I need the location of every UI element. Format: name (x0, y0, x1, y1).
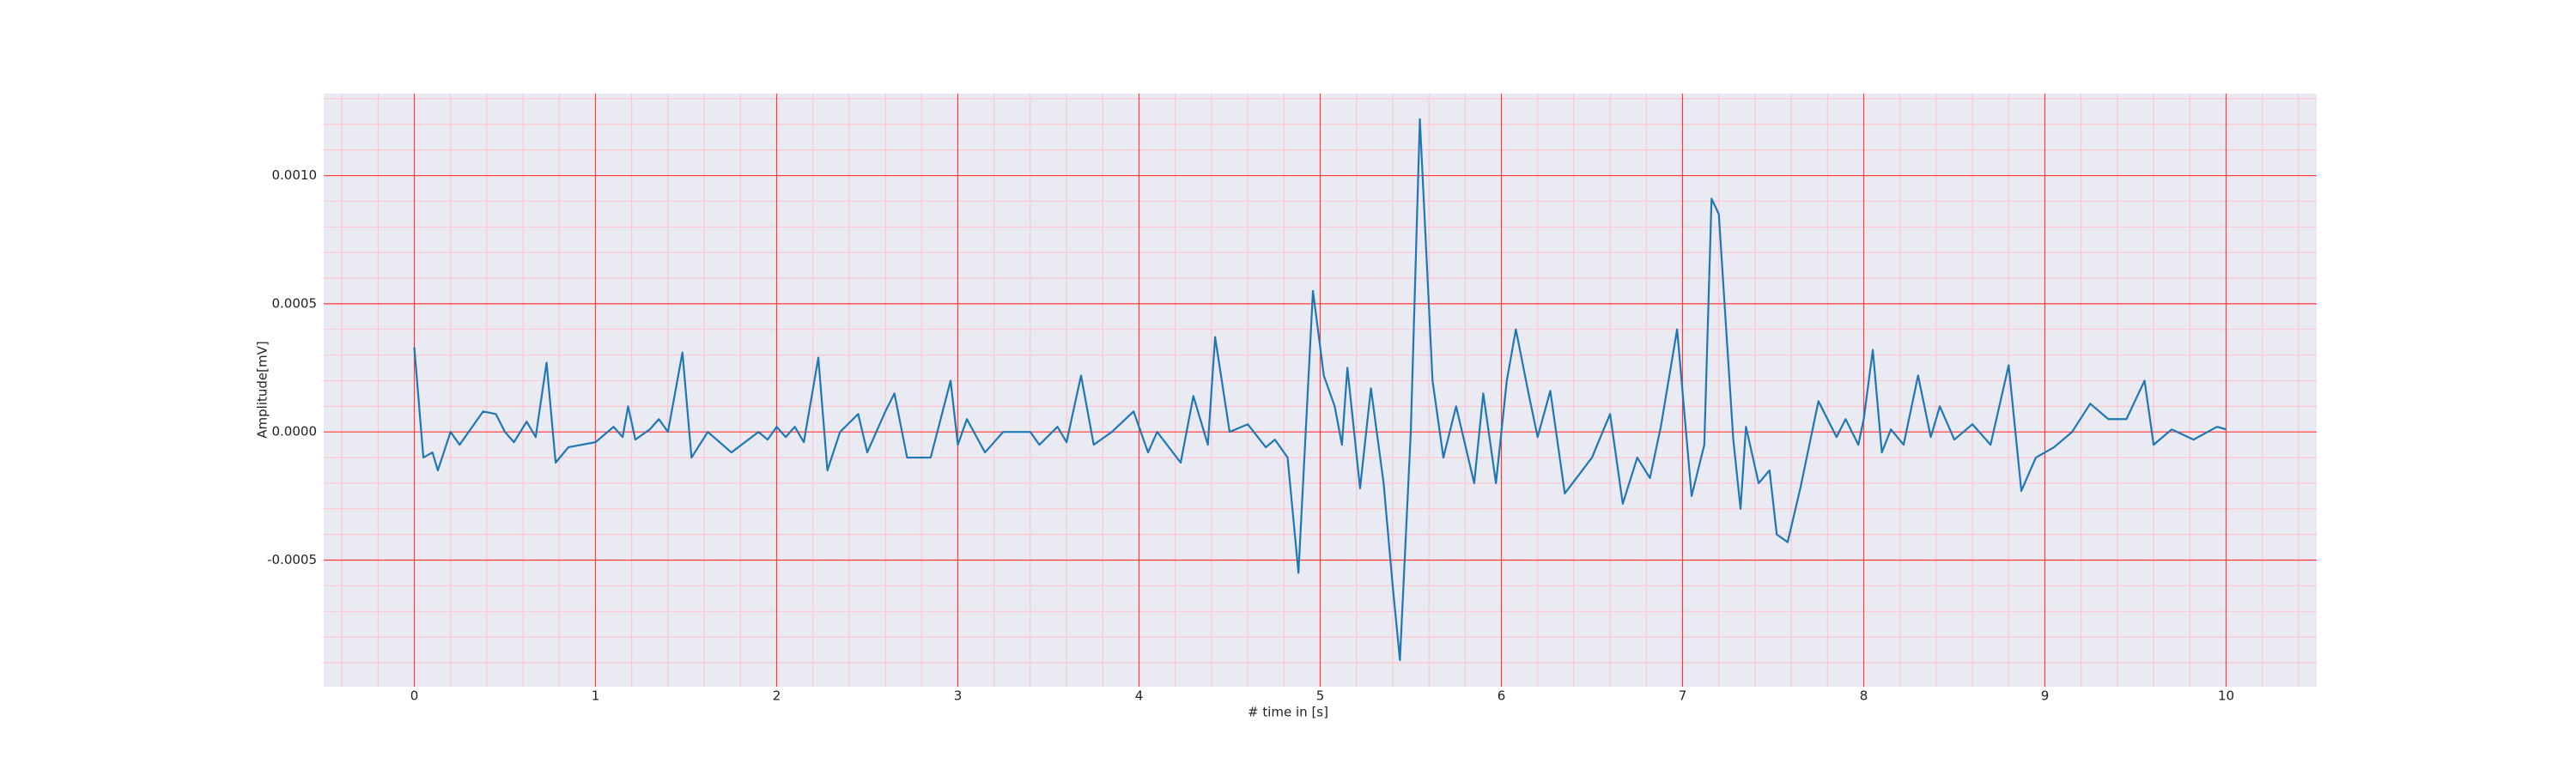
x-axis-label: # time in [s] (1248, 705, 1328, 720)
y-tick-label: 0.0010 (272, 167, 318, 183)
major-grid (324, 94, 2317, 687)
x-tick-label: 7 (1679, 688, 1687, 704)
x-tick-label: 2 (773, 688, 781, 704)
x-tick-label: 10 (2218, 688, 2234, 704)
y-tick-label: -0.0005 (267, 552, 317, 567)
x-tick-label: 4 (1135, 688, 1144, 704)
y-tick-label: 0.0000 (272, 424, 318, 440)
x-tick-label: 3 (954, 688, 963, 704)
y-axis-label: Amplitude[mV] (255, 341, 270, 438)
x-tick-label: 0 (410, 688, 419, 704)
y-tick-label: 0.0005 (272, 295, 318, 311)
x-tick-label: 8 (1860, 688, 1868, 704)
x-tick-label: 6 (1498, 688, 1506, 704)
x-tick-label: 1 (592, 688, 600, 704)
line (413, 118, 2227, 662)
x-tick-label: 5 (1316, 688, 1325, 704)
marks (413, 118, 2227, 662)
x-tick-label: 9 (2041, 688, 2050, 704)
